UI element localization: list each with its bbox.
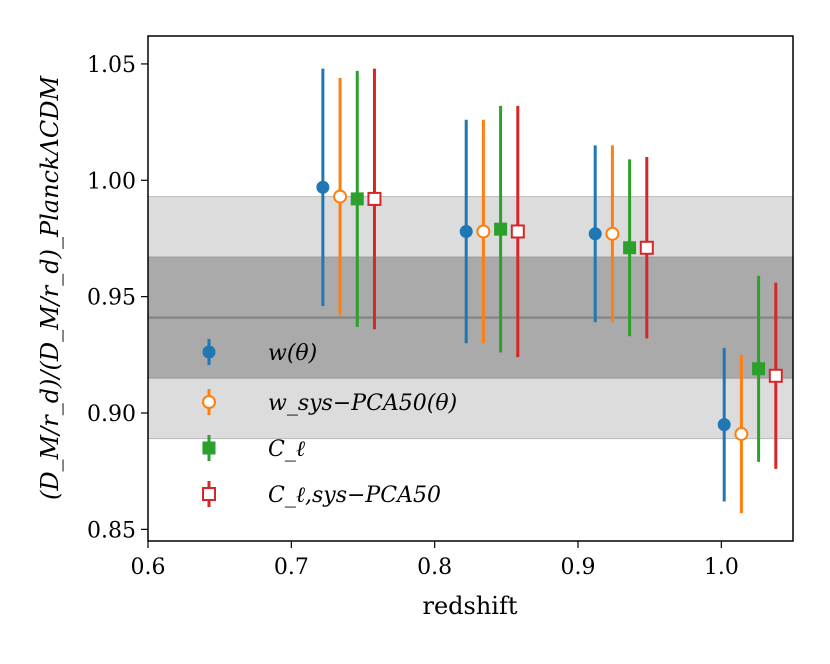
data-point — [367, 191, 382, 206]
data-point — [350, 192, 364, 206]
legend-label-w: w(θ) — [268, 341, 317, 366]
y-tick-label: 0.90 — [87, 402, 136, 427]
series-0 — [316, 68, 731, 502]
data-point — [639, 240, 654, 255]
x-tick-label: 0.8 — [417, 555, 452, 580]
data-point — [316, 180, 330, 194]
y-axis-label: (D_M/r_d)/(D_M/r_d)_PlanckΛCDM — [36, 75, 64, 501]
legend: w(θ) w_sys−PCA50(θ) C_ℓ C_ℓ,sys−PCA50 — [202, 339, 457, 508]
legend-label-cl: C_ℓ — [268, 437, 306, 462]
data-point — [752, 362, 766, 376]
y-tick-label: 0.95 — [87, 286, 136, 311]
x-tick-label: 0.6 — [131, 555, 166, 580]
legend-marker — [202, 441, 216, 455]
legend-marker — [202, 395, 216, 409]
data-point — [333, 189, 348, 204]
x-axis-label: redshift — [422, 592, 517, 620]
legend-label-w-sys: w_sys−PCA50(θ) — [268, 391, 457, 416]
x-tick-label: 1.0 — [704, 555, 739, 580]
legend-marker — [202, 487, 216, 501]
data-point — [605, 226, 620, 241]
data-point — [588, 227, 602, 241]
y-tick-label: 0.85 — [87, 518, 136, 543]
data-point — [717, 418, 731, 432]
data-point — [768, 368, 783, 383]
series-1 — [333, 77, 749, 514]
legend-marker — [202, 345, 216, 359]
y-tick-label: 1.05 — [87, 53, 136, 78]
series-2 — [350, 70, 766, 462]
legend-label-cl-sys: C_ℓ,sys−PCA50 — [268, 483, 441, 508]
data-point — [494, 222, 508, 236]
series-layer — [316, 68, 783, 514]
data-point — [459, 224, 473, 238]
data-point — [734, 426, 749, 441]
reference-bands — [147, 196, 794, 440]
plot-frame — [147, 35, 794, 542]
axis-ticks: 0.6 0.7 0.8 0.9 1.0 0.85 0.90 0.95 1.00 1.05 — [87, 53, 739, 580]
x-tick-label: 0.9 — [561, 555, 596, 580]
data-point — [623, 241, 637, 255]
data-point — [510, 224, 525, 239]
x-tick-label: 0.7 — [274, 555, 309, 580]
series-3 — [367, 68, 783, 469]
legend-markers — [202, 339, 216, 507]
data-point — [476, 224, 491, 239]
y-tick-label: 1.00 — [87, 169, 136, 194]
